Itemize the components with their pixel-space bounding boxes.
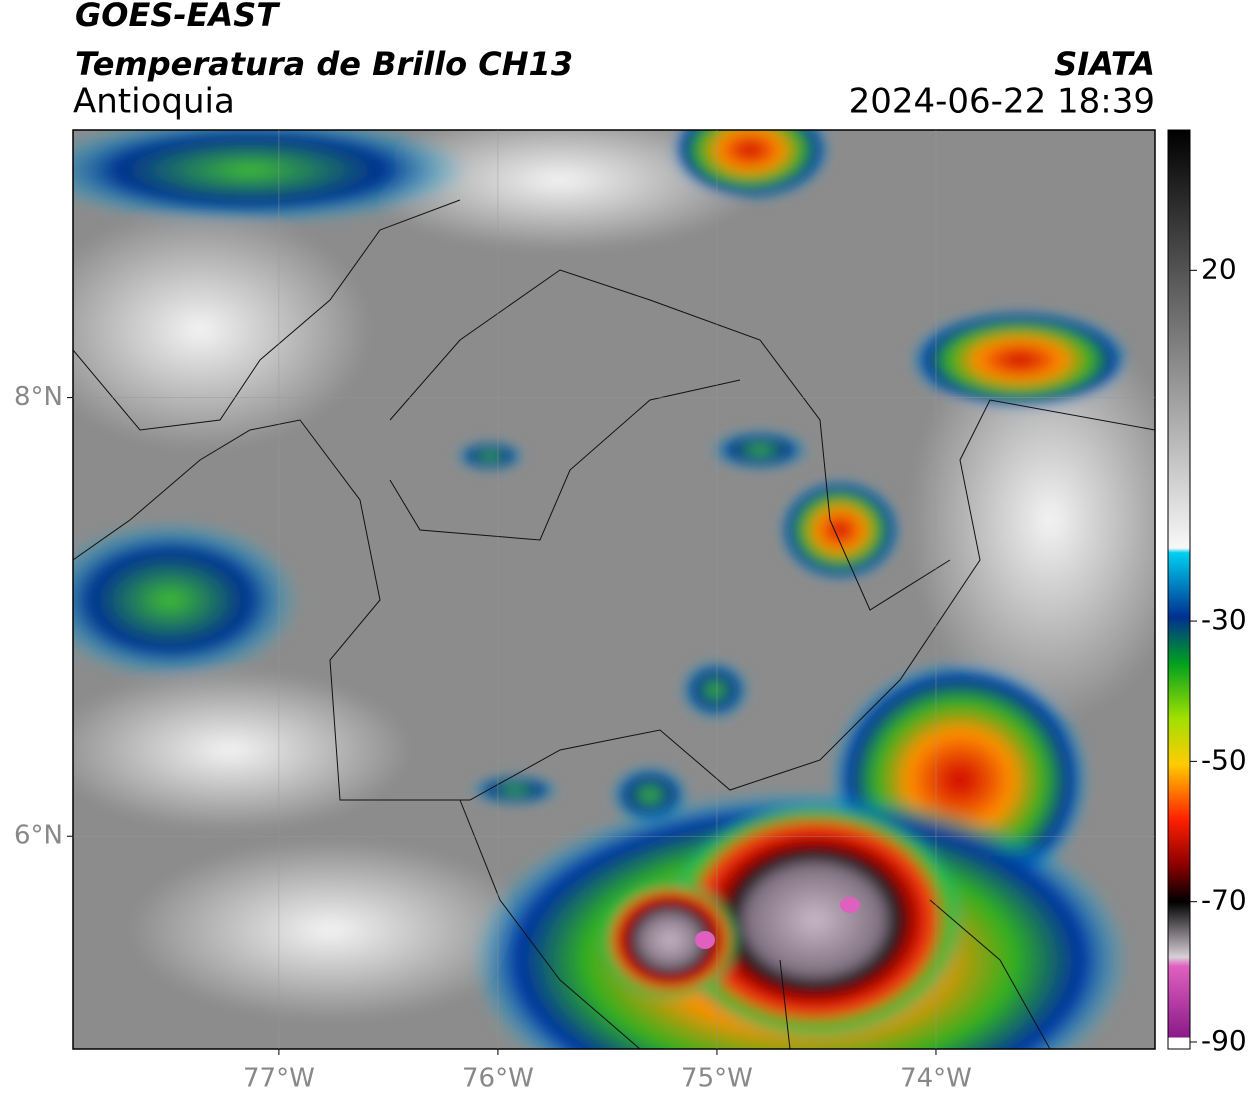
region: Antioquia [73, 82, 235, 122]
title: GOES-EAST [75, 0, 280, 34]
colorbar-tick-label: -50 [1201, 743, 1247, 776]
timestamp: 2024-06-22 18:39 [849, 82, 1155, 122]
x-tick-label: 75°W [681, 1064, 753, 1094]
x-tick-label: 76°W [462, 1064, 534, 1094]
colorbar-tick-label: 20 [1201, 252, 1237, 285]
map-frame [72, 129, 1156, 1050]
colorbar [1167, 129, 1191, 1050]
colorbar-tick-label: -90 [1201, 1024, 1247, 1057]
source: SIATA [1054, 45, 1155, 83]
colorbar-tick-label: -30 [1201, 603, 1247, 636]
x-tick-label: 77°W [243, 1064, 315, 1094]
y-tick-label: 6°N [14, 821, 63, 851]
y-tick-label: 8°N [14, 382, 63, 412]
x-tick-label: 74°W [900, 1064, 972, 1094]
subtitle: Temperatura de Brillo CH13 [75, 45, 573, 83]
colorbar-tick-label: -70 [1201, 884, 1247, 917]
satellite-image [73, 130, 1155, 1049]
